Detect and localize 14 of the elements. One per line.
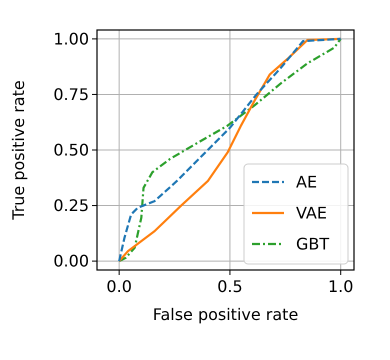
x-tick-label: 0.5 — [217, 277, 243, 296]
x-tick-label: 1.0 — [328, 277, 354, 296]
legend-label: VAE — [296, 204, 327, 223]
x-axis-title: False positive rate — [152, 305, 298, 324]
legend-label: GBT — [296, 234, 330, 254]
x-tick-label: 0.0 — [106, 277, 132, 296]
y-tick-label: 0.25 — [53, 196, 89, 216]
line-series — [118, 38, 342, 262]
y-tick-label: 0.75 — [53, 85, 89, 104]
y-axis-title: True positive rate — [9, 80, 28, 221]
y-tick-label: 0.50 — [53, 140, 89, 160]
y-tick-label: 0.00 — [53, 252, 89, 271]
y-tick-label: 1.00 — [53, 29, 89, 48]
legend-label: AE — [296, 172, 318, 192]
